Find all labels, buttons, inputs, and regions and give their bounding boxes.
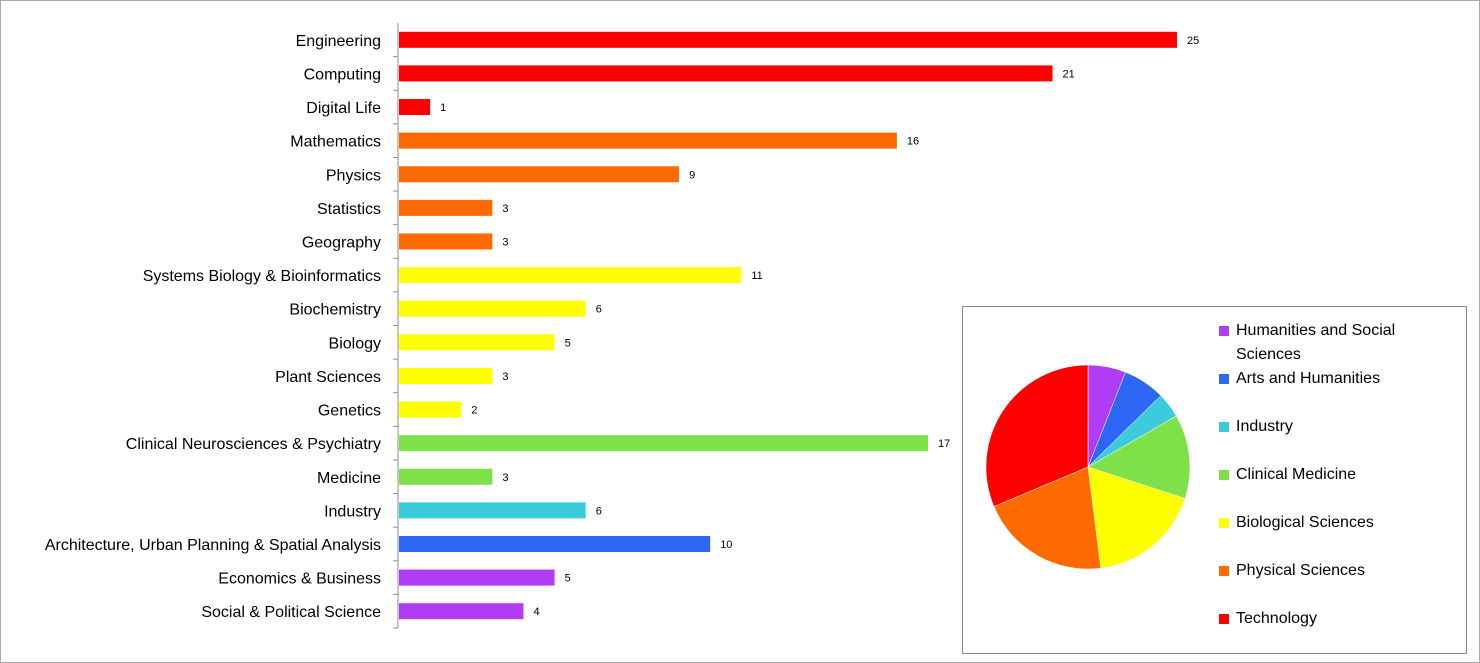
pie-slice <box>993 466 1102 570</box>
legend-item: Humanities and Social Sciences <box>1219 319 1459 367</box>
pie-slice <box>1087 466 1186 569</box>
category-label: Physics <box>326 167 381 184</box>
data-label: 2 <box>471 405 477 417</box>
category-label: Plant Sciences <box>275 369 381 386</box>
legend-swatch <box>1219 614 1229 624</box>
bar <box>399 233 493 250</box>
pie-chart <box>985 364 1191 570</box>
bar <box>399 535 711 552</box>
data-label: 25 <box>1187 35 1199 47</box>
pie-slice <box>1087 415 1191 499</box>
category-label: Economics & Business <box>218 571 381 588</box>
legend-label: Technology <box>1236 610 1317 627</box>
legend-item: Industry <box>1219 415 1459 463</box>
category-label: Digital Life <box>306 100 381 117</box>
data-label: 9 <box>689 169 695 181</box>
data-label: 3 <box>502 236 508 248</box>
data-label: 4 <box>533 606 539 618</box>
bar <box>399 334 555 351</box>
legend-label: Arts and Humanities <box>1236 370 1381 387</box>
category-label: Systems Biology & Bioinformatics <box>143 268 381 285</box>
data-label: 3 <box>502 203 508 215</box>
bar <box>399 300 586 317</box>
category-label: Mathematics <box>290 134 381 151</box>
bar <box>399 468 493 485</box>
pie-legend: Humanities and Social Sciences Arts and H… <box>1219 319 1459 655</box>
category-label: Geography <box>302 234 381 251</box>
data-label: 5 <box>565 337 571 349</box>
bar <box>399 502 586 519</box>
legend-swatch <box>1219 518 1229 528</box>
legend-item: Clinical Medicine <box>1219 463 1459 511</box>
legend-swatch <box>1219 470 1229 480</box>
bar <box>399 99 431 116</box>
legend-label: Biological Sciences <box>1236 514 1374 531</box>
bar <box>399 166 680 183</box>
legend-item: Arts and Humanities <box>1219 367 1459 415</box>
pie-slice <box>985 364 1089 507</box>
legend-label: Clinical Medicine <box>1236 466 1357 483</box>
pie-chart-panel: Humanities and Social Sciences Arts and H… <box>962 306 1467 654</box>
data-label: 11 <box>751 270 762 282</box>
data-label: 3 <box>502 371 508 383</box>
category-label: Engineering <box>296 33 381 50</box>
bar <box>399 603 524 620</box>
legend-swatch <box>1219 566 1229 576</box>
category-label: Computing <box>304 66 381 83</box>
category-label: Genetics <box>318 403 381 420</box>
bar <box>399 132 897 149</box>
data-label: 5 <box>565 573 571 585</box>
legend-label: Humanities and Social Sciences <box>1236 322 1396 363</box>
data-label: 10 <box>720 539 732 551</box>
category-label: Biochemistry <box>289 302 381 319</box>
legend-swatch <box>1219 326 1229 336</box>
bar <box>399 569 555 586</box>
data-label: 16 <box>907 136 919 148</box>
category-label: Medicine <box>317 470 381 487</box>
category-label: Architecture, Urban Planning & Spatial A… <box>45 537 381 554</box>
category-label: Industry <box>324 503 381 520</box>
bar <box>399 435 929 452</box>
data-label: 6 <box>596 505 602 517</box>
data-label: 21 <box>1063 68 1075 80</box>
data-label: 1 <box>440 102 446 114</box>
category-label: Clinical Neurosciences & Psychiatry <box>126 436 381 453</box>
category-label: Biology <box>329 335 381 352</box>
legend-swatch <box>1219 422 1229 432</box>
data-label: 17 <box>938 438 950 450</box>
legend-item: Biological Sciences <box>1219 511 1459 559</box>
bar <box>399 267 742 284</box>
data-label: 6 <box>596 304 602 316</box>
legend-label: Physical Sciences <box>1236 562 1365 579</box>
bar <box>399 199 493 216</box>
legend-item: Technology <box>1219 607 1459 655</box>
legend-swatch <box>1219 374 1229 384</box>
legend-label: Industry <box>1236 418 1293 435</box>
data-label: 3 <box>502 472 508 484</box>
bar <box>399 401 462 418</box>
legend-item: Physical Sciences <box>1219 559 1459 607</box>
bar <box>399 31 1177 48</box>
bar <box>399 65 1053 82</box>
category-label: Social & Political Science <box>201 604 381 621</box>
category-label: Statistics <box>317 201 381 218</box>
bar <box>399 367 493 384</box>
